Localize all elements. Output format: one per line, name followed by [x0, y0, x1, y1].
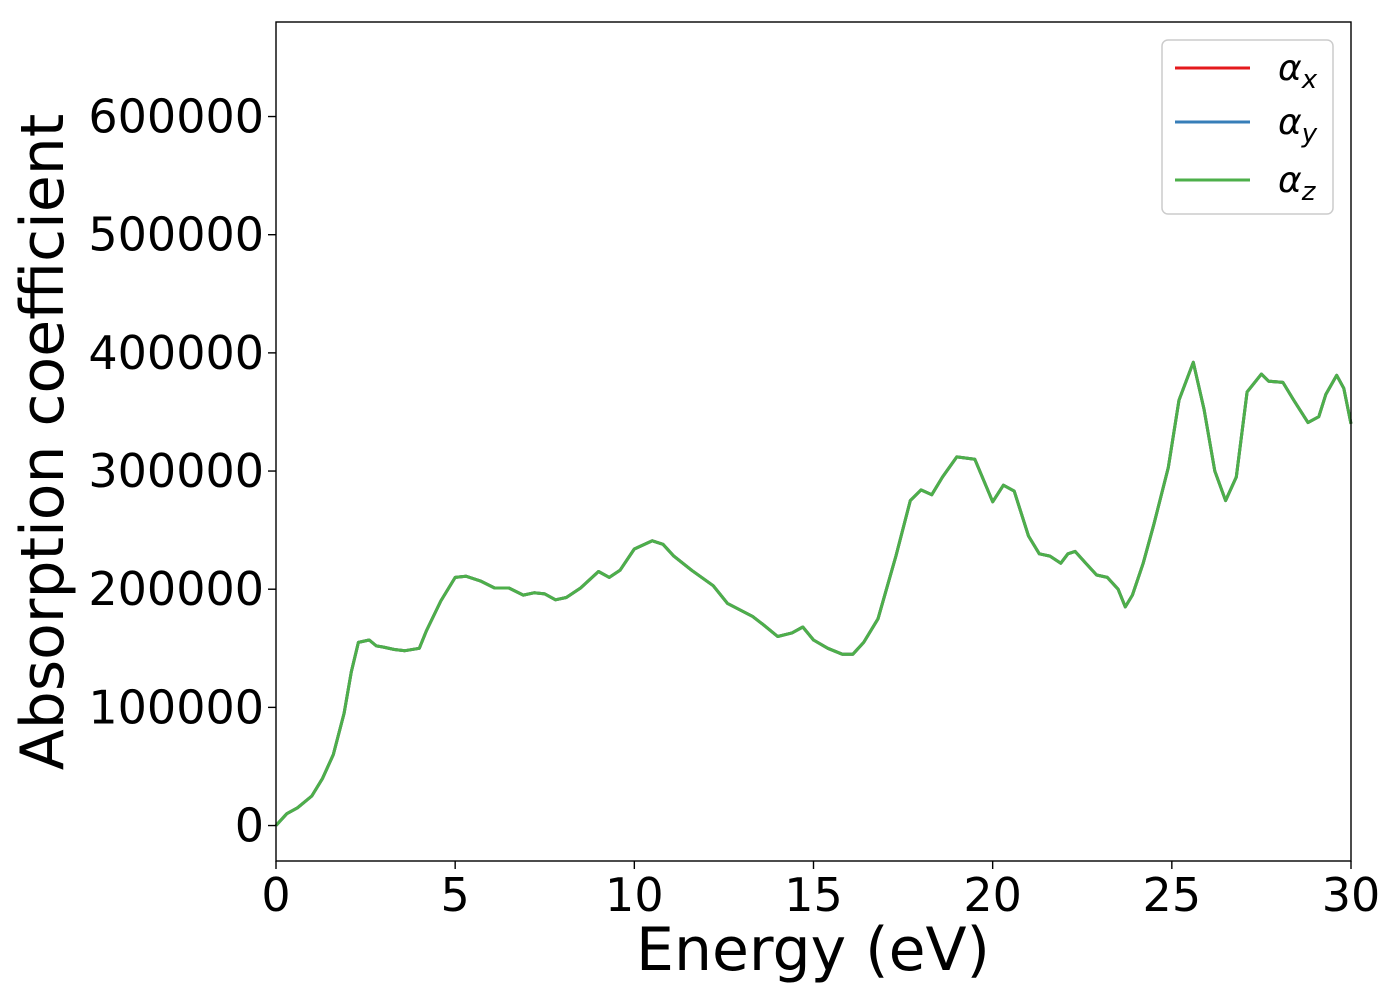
x-tick-label: 15 — [784, 868, 843, 922]
y-tick-label: 0 — [235, 799, 264, 853]
legend-label: αz — [1278, 160, 1317, 207]
plot-area — [274, 360, 1353, 827]
x-tick-label: 5 — [441, 868, 470, 922]
x-tick-label: 10 — [605, 868, 664, 922]
y-axis-ticks: 0 100000 200000 300000 400000 500000 600000 — [88, 90, 276, 853]
plot-frame — [275, 21, 1352, 862]
x-tick-label: 30 — [1322, 868, 1381, 922]
legend-box — [1161, 39, 1334, 215]
x-axis-title: Energy (eV) — [636, 915, 990, 985]
series-line-3 — [274, 360, 1353, 827]
legend: αx αy αz — [1161, 39, 1334, 215]
y-tick-label: 500000 — [88, 208, 264, 262]
x-tick-label: 0 — [261, 868, 290, 922]
x-tick-label: 20 — [963, 868, 1022, 922]
y-axis-title: Absorption coefficient — [8, 114, 78, 771]
x-axis-ticks: 0 5 10 15 20 25 30 — [261, 861, 1380, 922]
x-tick-label: 25 — [1143, 868, 1202, 922]
y-tick-label: 200000 — [88, 562, 264, 616]
y-tick-label: 600000 — [88, 90, 264, 144]
y-tick-label: 100000 — [88, 680, 264, 734]
legend-label: αx — [1278, 48, 1318, 95]
y-tick-label: 400000 — [88, 326, 264, 380]
y-tick-label: 300000 — [88, 444, 264, 498]
legend-label: αy — [1278, 102, 1318, 149]
